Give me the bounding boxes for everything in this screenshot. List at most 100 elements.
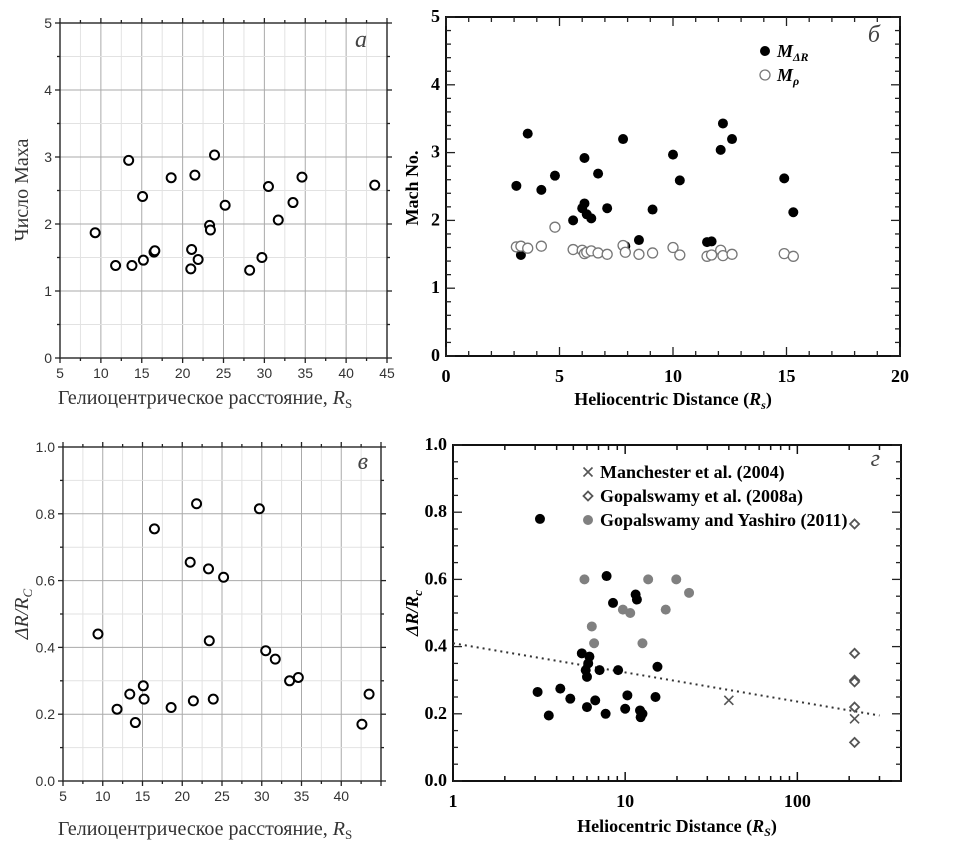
data-point [637, 708, 648, 719]
legend-marker [583, 515, 593, 525]
legend-label: Gopalswamy et al. (2008a) [600, 486, 803, 507]
data-point [602, 203, 613, 214]
data-point [660, 604, 671, 615]
data-point [674, 249, 686, 261]
y-tick-label: 0 [431, 345, 440, 365]
data-point [536, 184, 547, 195]
data-point [89, 227, 101, 239]
data-point [723, 695, 734, 706]
data-point [848, 676, 861, 688]
data-point [244, 264, 256, 276]
x-axis-label-symbol: R [332, 387, 345, 409]
data-point [356, 718, 368, 730]
data-series-1 [89, 149, 381, 276]
legend-label-text: Manchester et al. (2004) [600, 462, 785, 483]
data-point [715, 144, 726, 155]
data-point [165, 702, 177, 714]
x-axis-label-sub: S [345, 396, 352, 411]
data-point [532, 686, 543, 697]
x-tick-label: 15 [134, 365, 150, 381]
y-tick-label: 3 [44, 149, 52, 165]
y-tick-label: 0.6 [36, 573, 56, 589]
data-point [779, 173, 790, 184]
legend-label-text: M [776, 65, 794, 85]
data-point [262, 180, 274, 192]
data-series-4 [579, 574, 695, 649]
x-tick-label: 30 [254, 788, 270, 804]
data-point [253, 503, 265, 515]
y-tick-label: 1 [44, 283, 52, 299]
y-tick-label: 0.2 [425, 703, 448, 723]
data-point [619, 246, 631, 258]
x-tick-label: 1 [449, 791, 458, 811]
chart-panel-2: 0 5 10 15 20 0 1 2 3 4 5 Heliocentric Distance (Rs)… [402, 6, 909, 412]
data-point [592, 247, 604, 259]
x-axis-label-symbol: R [748, 389, 761, 409]
data-point [186, 243, 198, 255]
x-axis-label-text: Гелиоцентрическое расстояние, [58, 387, 333, 409]
y-tick-label: 4 [431, 74, 440, 94]
legend-marker [760, 46, 770, 56]
data-point [256, 252, 268, 263]
y-tick-label: 0.6 [425, 568, 448, 588]
data-point [674, 175, 685, 186]
data-point [726, 248, 738, 260]
x-axis-label: Гелиоцентрическое расстояние, RS [58, 818, 352, 842]
legend-marker [582, 466, 594, 478]
y-tick-label: 2 [44, 216, 52, 232]
data-point [111, 703, 123, 715]
x-tick-label: 25 [214, 788, 230, 804]
x-tick-label: 15 [778, 366, 796, 386]
data-point [637, 638, 648, 649]
x-tick-label: 20 [891, 366, 909, 386]
data-point [584, 651, 595, 662]
data-point [652, 661, 663, 672]
legend-label: MΔR [776, 41, 809, 64]
data-point [126, 260, 138, 272]
data-point [579, 198, 590, 209]
data-point [579, 574, 590, 585]
x-tick-label: 15 [135, 788, 151, 804]
data-point [110, 260, 122, 272]
data-point [549, 221, 561, 233]
y-tick-label: 3 [431, 142, 440, 162]
data-point [269, 653, 281, 665]
x-tick-label: 10 [664, 366, 682, 386]
x-axis-label: Heliocentric Distance (Rs) [574, 389, 772, 412]
data-point [622, 690, 633, 701]
y-axis-label-text: ΔR/R [11, 597, 33, 640]
data-point [647, 204, 658, 215]
data-point [727, 134, 738, 145]
data-point [549, 170, 560, 181]
x-axis-label-symbol: R [751, 816, 764, 836]
x-axis-label-sub: S [764, 825, 771, 839]
data-point [633, 248, 645, 260]
x-tick-label: 20 [175, 365, 191, 381]
y-axis-label: Mach No. [402, 151, 422, 226]
y-tick-label: 0.8 [425, 501, 448, 521]
data-point [848, 701, 861, 713]
data-point [534, 513, 545, 524]
data-point [187, 695, 199, 707]
y-tick-label: 0.0 [425, 770, 448, 790]
data-point [594, 665, 605, 676]
x-axis-label-sub: s [760, 398, 766, 412]
data-point [284, 675, 296, 687]
data-point [129, 717, 141, 729]
data-point [586, 621, 597, 632]
x-axis-label-text: Heliocentric Distance ( [574, 389, 749, 410]
legend-marker [759, 69, 771, 81]
data-point [601, 571, 612, 582]
data-series-2 [723, 695, 860, 724]
data-point [185, 263, 197, 275]
x-tick-label: 45 [379, 365, 395, 381]
x-axis-label-after: ) [771, 816, 777, 837]
legend-label-sub: ρ [792, 74, 799, 88]
legend-label: Mρ [776, 65, 799, 88]
x-tick-label: 40 [333, 788, 349, 804]
x-axis-label: Гелиоцентрическое расстояние, RS [58, 387, 352, 411]
data-point [192, 254, 204, 266]
data-point [296, 171, 308, 183]
y-tick-label: 0.4 [36, 639, 56, 655]
y-tick-label: 0.4 [425, 636, 448, 656]
